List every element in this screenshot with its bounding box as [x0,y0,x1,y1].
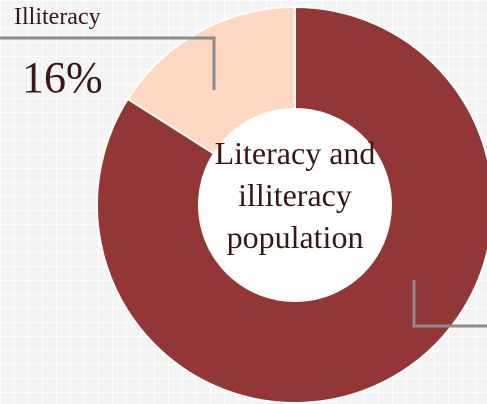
leader-line-literacy [412,280,487,328]
slice-label-illiteracy-name: Illiteracy [14,4,101,30]
leader-line-illiteracy [0,36,216,90]
donut-hole [199,109,391,301]
slice-label-illiteracy-value: 16% [22,53,103,102]
chart-title: Literacy and illiteracy population [214,135,376,255]
leader-lines [0,36,487,328]
